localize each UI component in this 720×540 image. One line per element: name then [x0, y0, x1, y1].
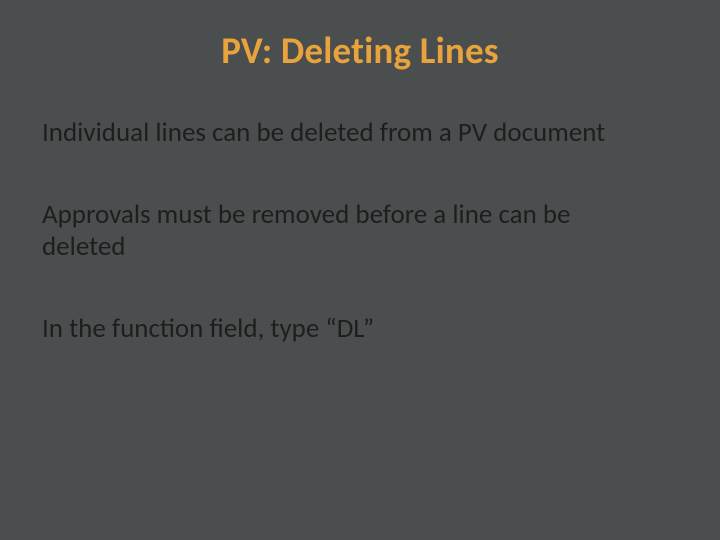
slide-paragraph-3: In the function field, type “DL”: [40, 313, 680, 345]
slide-title: PV: Deleting Lines: [40, 28, 680, 73]
slide-container: PV: Deleting Lines Individual lines can …: [0, 0, 720, 540]
slide-paragraph-1: Individual lines can be deleted from a P…: [40, 117, 680, 149]
slide-paragraph-2: Approvals must be removed before a line …: [40, 199, 680, 263]
